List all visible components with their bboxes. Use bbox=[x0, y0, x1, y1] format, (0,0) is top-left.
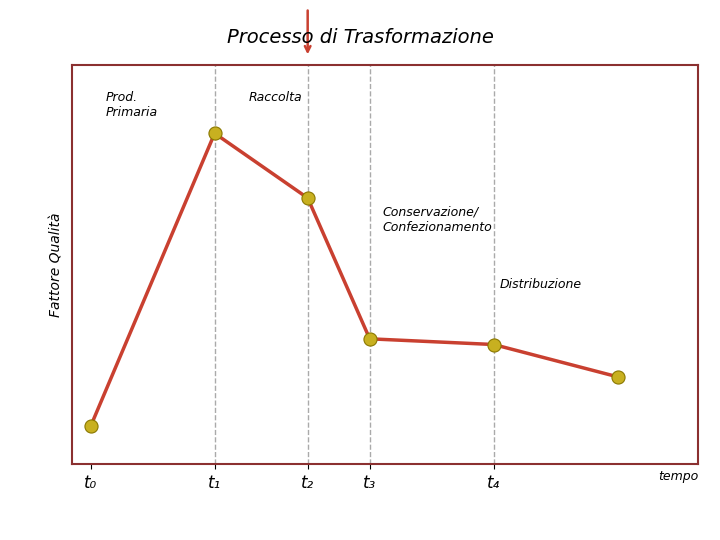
Point bbox=[302, 194, 313, 202]
Text: Raccolta: Raccolta bbox=[248, 91, 302, 104]
Text: Prod.
Primaria: Prod. Primaria bbox=[106, 91, 158, 119]
Point bbox=[488, 340, 500, 349]
Text: Processo di Trasformazione: Processo di Trasformazione bbox=[227, 28, 493, 48]
Point bbox=[209, 129, 220, 138]
Text: Distribuzione: Distribuzione bbox=[500, 278, 582, 291]
Text: Conservazione/
Confezionamento: Conservazione/ Confezionamento bbox=[382, 206, 492, 234]
Y-axis label: Fattore Qualità: Fattore Qualità bbox=[50, 212, 63, 317]
Point bbox=[612, 373, 624, 381]
Text: tempo: tempo bbox=[658, 470, 698, 483]
Point bbox=[85, 422, 96, 431]
Point bbox=[364, 334, 375, 343]
